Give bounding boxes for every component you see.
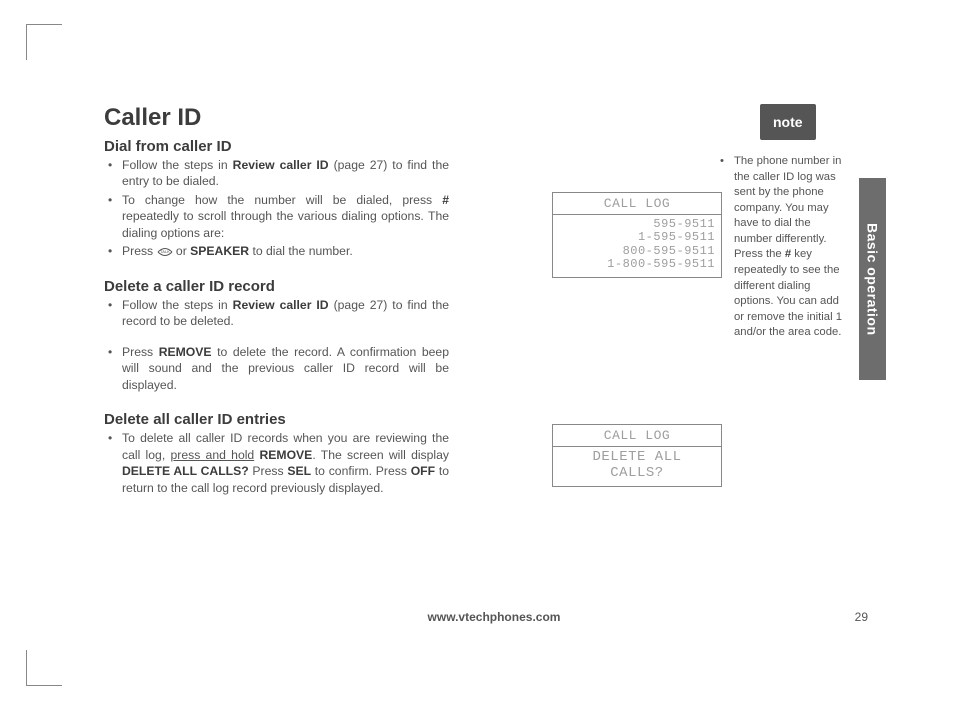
text: or	[173, 244, 191, 258]
footer-url: www.vtechphones.com	[104, 610, 884, 624]
lcd-header: CALL LOG	[553, 425, 721, 447]
text-bold: REMOVE	[259, 448, 312, 462]
svg-text:TALK: TALK	[160, 249, 170, 254]
list-item: Press REMOVE to delete the record. A con…	[104, 344, 449, 393]
text-bold: Review caller ID	[233, 158, 329, 172]
text-bold: #	[442, 193, 449, 207]
lcd-line: CALLS?	[559, 466, 715, 482]
text: Follow the steps in	[122, 298, 233, 312]
crop-mark-top	[26, 24, 62, 60]
footer: www.vtechphones.com 29	[104, 610, 884, 624]
list-item: Follow the steps in Review caller ID (pa…	[104, 297, 449, 330]
text: key repeatedly to see the different dial…	[734, 248, 842, 338]
list-item: To delete all caller ID records when you…	[104, 430, 449, 496]
main-column: Caller ID Dial from caller ID Follow the…	[104, 104, 449, 514]
lcd-line: 800-595-9511	[559, 245, 715, 258]
text: Follow the steps in	[122, 158, 233, 172]
text: Press	[122, 244, 157, 258]
lcd-line: 1-800-595-9511	[559, 258, 715, 271]
delete-all-list: To delete all caller ID records when you…	[104, 430, 449, 496]
lcd-body: DELETE ALL CALLS?	[553, 447, 721, 486]
text: To change how the number will be dialed,…	[122, 193, 442, 207]
page-number: 29	[855, 610, 868, 624]
text-bold: OFF	[411, 464, 435, 478]
note-item: The phone number in the caller ID log wa…	[720, 154, 844, 341]
lcd-line: DELETE ALL	[559, 450, 715, 466]
crop-mark-bottom	[26, 650, 62, 686]
note-list: The phone number in the caller ID log wa…	[720, 154, 844, 341]
text-bold: REMOVE	[159, 345, 212, 359]
lcd-line: 595-9511	[559, 218, 715, 231]
text-bold: DELETE ALL CALLS?	[122, 464, 249, 478]
section-tab: Basic operation	[859, 178, 886, 380]
lcd-delete-all: CALL LOG DELETE ALL CALLS?	[552, 424, 722, 487]
lcd-line: 1-595-9511	[559, 231, 715, 244]
text: to confirm. Press	[311, 464, 411, 478]
text-bold: SPEAKER	[190, 244, 249, 258]
page-content: Caller ID Dial from caller ID Follow the…	[104, 104, 904, 624]
text: . The screen will display	[312, 448, 449, 462]
note-block: note The phone number in the caller ID l…	[720, 104, 844, 341]
lcd-body: 595-9511 1-595-9511 800-595-9511 1-800-5…	[553, 215, 721, 277]
lcd-call-log: CALL LOG 595-9511 1-595-9511 800-595-951…	[552, 192, 722, 278]
text: The phone number in the caller ID log wa…	[734, 155, 841, 260]
list-item: Press TALK or SPEAKER to dial the number…	[104, 243, 449, 259]
list-item: To change how the number will be dialed,…	[104, 192, 449, 241]
text: Press	[249, 464, 288, 478]
talk-icon: TALK	[157, 247, 173, 257]
dial-list: Follow the steps in Review caller ID (pa…	[104, 157, 449, 260]
text: Press	[122, 345, 159, 359]
text-bold: Review caller ID	[233, 298, 329, 312]
text-underlined: press and hold	[170, 448, 254, 462]
section-heading-delete-one: Delete a caller ID record	[104, 278, 449, 295]
page-title: Caller ID	[104, 104, 449, 132]
lcd-header: CALL LOG	[553, 193, 721, 215]
section-heading-dial: Dial from caller ID	[104, 138, 449, 155]
text: repeatedly to scroll through the various…	[122, 209, 449, 239]
note-badge: note	[760, 104, 816, 140]
text-bold: SEL	[287, 464, 311, 478]
delete-one-list: Follow the steps in Review caller ID (pa…	[104, 297, 449, 393]
list-item: Follow the steps in Review caller ID (pa…	[104, 157, 449, 190]
section-heading-delete-all: Delete all caller ID entries	[104, 411, 449, 428]
text: to dial the number.	[249, 244, 353, 258]
